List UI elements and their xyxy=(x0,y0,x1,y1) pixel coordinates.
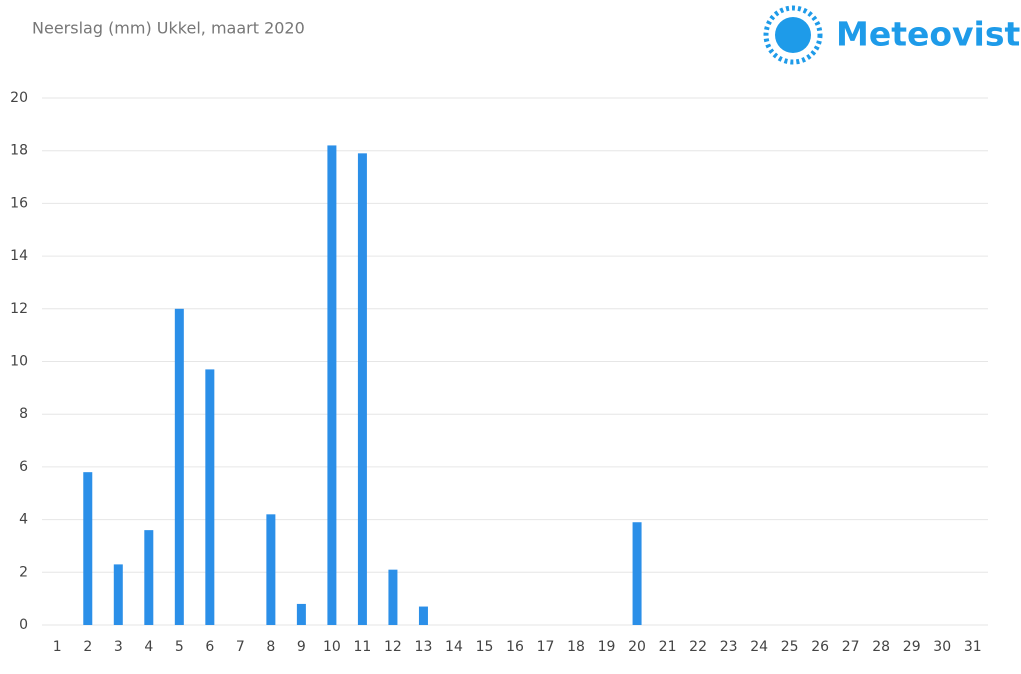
x-tick-label: 8 xyxy=(266,639,275,655)
x-tick-label: 18 xyxy=(567,639,585,655)
x-tick-label: 22 xyxy=(689,639,707,655)
x-tick-label: 29 xyxy=(903,639,921,655)
x-tick-label: 13 xyxy=(415,639,433,655)
bar xyxy=(83,472,93,625)
y-tick-label: 2 xyxy=(19,564,28,580)
logo-icon xyxy=(763,5,823,65)
bar xyxy=(632,522,642,625)
bar xyxy=(174,308,184,625)
x-tick-label: 3 xyxy=(114,639,123,655)
x-tick-label: 25 xyxy=(781,639,799,655)
x-tick-label: 10 xyxy=(323,639,341,655)
y-tick-label: 8 xyxy=(19,406,28,422)
x-tick-label: 28 xyxy=(872,639,890,655)
x-tick-label: 1 xyxy=(53,639,62,655)
x-tick-label: 12 xyxy=(384,639,402,655)
y-tick-label: 16 xyxy=(10,195,28,211)
logo-text: Meteovista xyxy=(836,15,1021,54)
x-tick-label: 24 xyxy=(750,639,768,655)
y-tick-label: 20 xyxy=(10,90,28,106)
y-tick-label: 12 xyxy=(10,301,28,317)
bar xyxy=(418,606,428,625)
x-tick-label: 9 xyxy=(297,639,306,655)
x-tick-label: 15 xyxy=(476,639,494,655)
y-tick-label: 18 xyxy=(10,143,28,159)
y-tick-label: 6 xyxy=(19,459,28,475)
x-tick-label: 31 xyxy=(964,639,982,655)
x-tick-label: 26 xyxy=(811,639,829,655)
x-tick-label: 21 xyxy=(659,639,677,655)
x-tick-label: 11 xyxy=(354,639,372,655)
bar xyxy=(144,530,154,625)
y-tick-label: 10 xyxy=(10,354,28,370)
x-tick-label: 4 xyxy=(144,639,153,655)
x-tick-label: 14 xyxy=(445,639,463,655)
x-tick-label: 5 xyxy=(175,639,184,655)
x-tick-label: 16 xyxy=(506,639,524,655)
x-tick-label: 30 xyxy=(933,639,951,655)
y-tick-label: 0 xyxy=(19,617,28,633)
x-tick-label: 6 xyxy=(205,639,214,655)
bar xyxy=(205,369,215,625)
bar xyxy=(296,603,306,625)
y-tick-label: 4 xyxy=(19,512,28,528)
bar xyxy=(388,569,398,625)
bar xyxy=(113,564,123,625)
x-tick-label: 23 xyxy=(720,639,738,655)
x-tick-label: 27 xyxy=(842,639,860,655)
bar xyxy=(266,514,276,625)
bar xyxy=(327,145,337,625)
y-tick-label: 14 xyxy=(10,248,28,264)
x-tick-label: 2 xyxy=(83,639,92,655)
x-tick-label: 7 xyxy=(236,639,245,655)
x-tick-label: 20 xyxy=(628,639,646,655)
bar xyxy=(357,153,367,625)
chart-title: Neerslag (mm) Ukkel, maart 2020 xyxy=(32,19,305,38)
x-tick-label: 19 xyxy=(598,639,616,655)
x-tick-label: 17 xyxy=(537,639,555,655)
